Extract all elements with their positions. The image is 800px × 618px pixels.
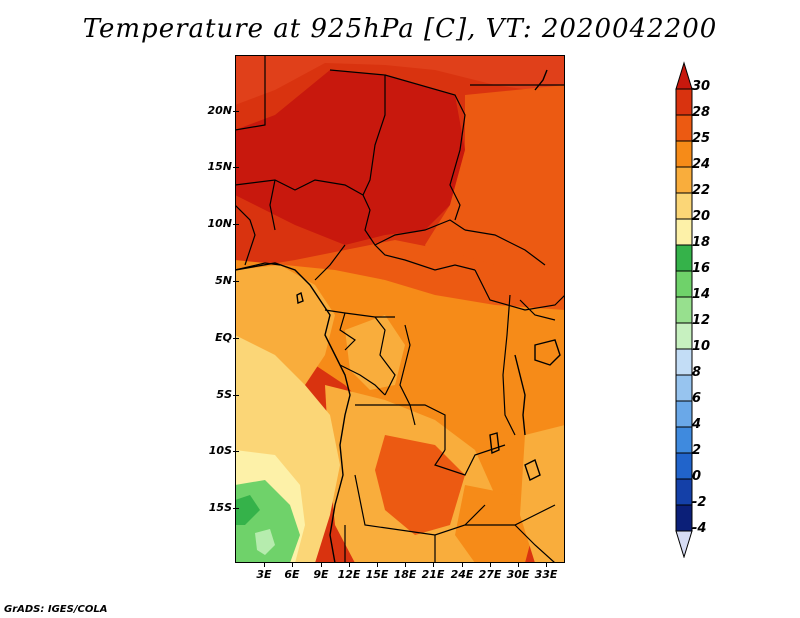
lat-label-10s: 10S <box>208 444 240 457</box>
colorbar-label-12: 12 <box>692 313 711 328</box>
lat-label-5n: 5N <box>215 274 239 287</box>
colorbar-swatch <box>675 166 693 194</box>
colorbar-swatch <box>675 348 693 376</box>
colorbar-label-22: 22 <box>692 183 711 198</box>
coastlines <box>235 69 561 563</box>
lat-label-10n: 10N <box>207 217 239 230</box>
lat-label-15n: 15N <box>207 160 239 173</box>
colorbar-swatch <box>675 400 693 428</box>
colorbar-label-10: 10 <box>692 339 711 354</box>
colorbar-label-20: 20 <box>692 209 711 224</box>
colorbar-label-14: 14 <box>692 287 711 302</box>
band-25-east <box>425 85 565 285</box>
colorbar-label-minus2: -2 <box>692 495 707 510</box>
band-24-se <box>455 485 535 563</box>
lon-label-27e: 27E <box>475 562 505 581</box>
lon-label-21e: 21E <box>418 562 448 581</box>
colorbar <box>664 58 724 559</box>
country-borders <box>235 55 565 563</box>
footer-credit: GrADS: IGES/COLA <box>4 604 108 615</box>
colorbar-label-minus4: -4 <box>692 521 707 536</box>
lon-label-30e: 30E <box>503 562 533 581</box>
colorbar-swatch <box>675 140 693 168</box>
lon-label-6e: 6E <box>277 562 307 581</box>
lon-label-12e: 12E <box>334 562 364 581</box>
lat-label-20n: 20N <box>207 104 239 117</box>
colorbar-swatch <box>675 270 693 298</box>
colorbar-label-4: 4 <box>692 417 702 432</box>
band-16 <box>235 495 260 525</box>
colorbar-label-28: 28 <box>692 105 711 120</box>
lat-label-5s: 5S <box>216 388 239 401</box>
lon-label-33e: 33E <box>531 562 561 581</box>
band-12 <box>255 529 275 555</box>
band-22-east <box>520 425 565 563</box>
colorbar-swatch <box>675 478 693 506</box>
colorbar-swatch <box>675 374 693 402</box>
colorbar-swatch <box>675 426 693 454</box>
band-25-south <box>375 435 465 535</box>
colorbar-swatch <box>675 322 693 350</box>
colorbar-label-6: 6 <box>692 391 702 406</box>
band-28-north <box>235 55 565 105</box>
colorbar-label-0: 0 <box>692 469 702 484</box>
colorbar-swatch <box>675 114 693 142</box>
temperature-map <box>235 55 565 563</box>
band-30 <box>235 70 465 245</box>
colorbar-label-24: 24 <box>692 157 711 172</box>
colorbar-bottom-triangle <box>675 530 693 559</box>
colorbar-swatch <box>675 244 693 272</box>
colorbar-swatch <box>675 192 693 220</box>
lon-label-3e: 3E <box>249 562 279 581</box>
lat-label-15s: 15S <box>208 501 240 514</box>
colorbar-label-8: 8 <box>692 365 702 380</box>
band-22-center <box>345 315 405 390</box>
colorbar-label-30: 30 <box>692 79 711 94</box>
map-title: Temperature at 925hPa [C], VT: 202004220… <box>82 14 718 44</box>
colorbar-top-triangle <box>675 61 693 90</box>
colorbar-label-18: 18 <box>692 235 711 250</box>
colorbar-swatch <box>675 296 693 324</box>
colorbar-swatch <box>675 504 693 532</box>
lon-label-18e: 18E <box>390 562 420 581</box>
colorbar-label-16: 16 <box>692 261 711 276</box>
lon-label-24e: 24E <box>447 562 477 581</box>
lat-label-eq: EQ <box>215 331 239 344</box>
colorbar-swatch <box>675 218 693 246</box>
colorbar-label-25: 25 <box>692 131 711 146</box>
colorbar-swatch <box>675 88 693 116</box>
colorbar-label-2: 2 <box>692 443 702 458</box>
lon-label-15e: 15E <box>362 562 392 581</box>
colorbar-swatch <box>675 452 693 480</box>
lon-label-9e: 9E <box>306 562 336 581</box>
